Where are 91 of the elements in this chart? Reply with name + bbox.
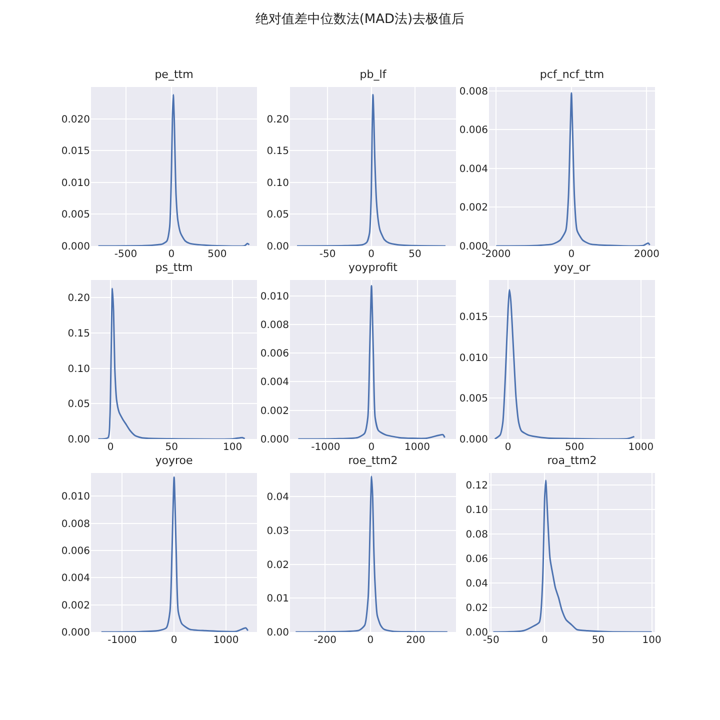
x-tick-label: -200	[314, 635, 336, 646]
line-series	[492, 480, 653, 632]
x-tick-label: 0	[367, 635, 374, 646]
x-tick-label: 50	[408, 249, 422, 260]
y-tick-label: 0.20	[68, 293, 90, 304]
chart-title: roa_ttm2	[547, 454, 597, 467]
y-tick-label: 0.005	[459, 394, 488, 405]
x-tick-label: 0	[107, 442, 114, 453]
x-tick-label: 200	[406, 635, 426, 646]
y-tick-label: 0.002	[459, 202, 488, 214]
x-tick-label: 1000	[213, 635, 239, 646]
x-tick-label: 1000	[404, 442, 430, 453]
x-tick-label: -1000	[108, 635, 137, 646]
y-tick-label: 0.004	[61, 573, 90, 584]
y-tick-label: 0.002	[260, 406, 289, 417]
y-tick-label: 0.006	[459, 125, 488, 136]
y-tick-label: 0.015	[61, 146, 90, 158]
chart-title: yoyprofit	[348, 260, 398, 274]
line-series	[98, 288, 246, 439]
x-tick-label: 100	[223, 442, 242, 453]
chart-title: pcf_ncf_ttm	[540, 68, 604, 81]
chart-title: roe_ttm2	[348, 454, 398, 467]
y-tick-label: 0.05	[266, 210, 289, 221]
x-tick-label: 0	[542, 635, 548, 646]
y-tick-label: 0.12	[466, 480, 488, 492]
line-series	[297, 284, 446, 439]
y-tick-label: 0.04	[266, 492, 289, 504]
chart-title: pb_lf	[360, 68, 388, 81]
y-tick-label: 0.10	[466, 505, 488, 516]
y-tick-label: 0.000	[459, 434, 488, 446]
x-tick-label: -500	[114, 249, 138, 260]
x-tick-label: 500	[208, 249, 227, 260]
y-tick-label: 0.006	[61, 546, 90, 557]
y-tick-label: 0.002	[61, 600, 90, 612]
y-tick-label: 0.000	[61, 628, 90, 638]
y-tick-label: 0.010	[61, 178, 90, 189]
line-series	[495, 92, 650, 246]
y-tick-label: 0.06	[466, 554, 488, 566]
y-tick-label: 0.000	[61, 242, 90, 252]
y-tick-label: 0.05	[68, 399, 90, 410]
chart-title: yoyroe	[155, 454, 193, 467]
line-series	[296, 94, 446, 246]
y-tick-label: 0.008	[459, 86, 488, 98]
y-tick-label: 0.000	[260, 434, 289, 446]
y-tick-label: 0.00	[266, 628, 289, 638]
x-tick-label: 50	[165, 442, 178, 453]
line-series	[100, 476, 249, 632]
y-tick-label: 0.02	[466, 603, 488, 614]
line-series	[98, 94, 250, 246]
y-tick-label: 0.01	[266, 594, 289, 605]
chart-title: ps_ttm	[155, 260, 193, 274]
y-tick-label: 0.004	[459, 164, 488, 175]
y-tick-label: 0.20	[266, 114, 289, 126]
y-tick-label: 0.15	[68, 328, 90, 340]
y-tick-label: 0.03	[266, 526, 289, 538]
y-tick-label: 0.020	[61, 114, 90, 126]
x-tick-label: 2000	[634, 249, 660, 260]
y-tick-label: 0.02	[266, 560, 289, 571]
x-tick-label: 0	[368, 442, 375, 453]
y-tick-label: 0.00	[266, 242, 289, 252]
y-tick-label: 0.10	[266, 178, 289, 189]
y-tick-label: 0.15	[266, 146, 289, 158]
y-tick-label: 0.10	[68, 364, 90, 375]
chart-title: yoy_or	[554, 260, 591, 274]
x-tick-label: 1000	[628, 442, 654, 453]
text: 绝对值差中位数法(MAD法)去极值后	[254, 11, 466, 28]
x-tick-label: 0	[170, 635, 178, 646]
y-tick-label: 0.04	[466, 578, 488, 590]
y-tick-label: 0.005	[61, 210, 90, 221]
y-tick-label: 0.010	[61, 492, 90, 503]
x-tick-label: -1000	[311, 442, 340, 453]
x-tick-label: 0	[168, 249, 175, 260]
line-series	[494, 289, 636, 439]
y-tick-label: 0.008	[61, 518, 90, 530]
x-tick-label: 0	[568, 249, 575, 260]
y-tick-label: 0.08	[466, 530, 488, 541]
x-tick-label: 0	[368, 249, 374, 260]
y-tick-label: 0.006	[260, 348, 289, 360]
y-tick-label: 0.010	[260, 291, 289, 302]
x-tick-label: 0	[504, 442, 512, 453]
chart-title: pe_ttm	[154, 68, 194, 81]
x-tick-label: 100	[642, 635, 662, 646]
y-tick-label: 0.00	[68, 434, 90, 446]
y-tick-label: 0.015	[459, 312, 488, 324]
y-tick-label: 0.008	[260, 320, 289, 331]
line-series	[294, 476, 448, 632]
x-tick-label: 500	[564, 442, 584, 453]
x-tick-label: 50	[592, 635, 605, 646]
y-tick-label: 0.010	[459, 352, 488, 364]
x-tick-label: -50	[319, 249, 336, 260]
y-tick-label: 0.004	[260, 377, 289, 388]
